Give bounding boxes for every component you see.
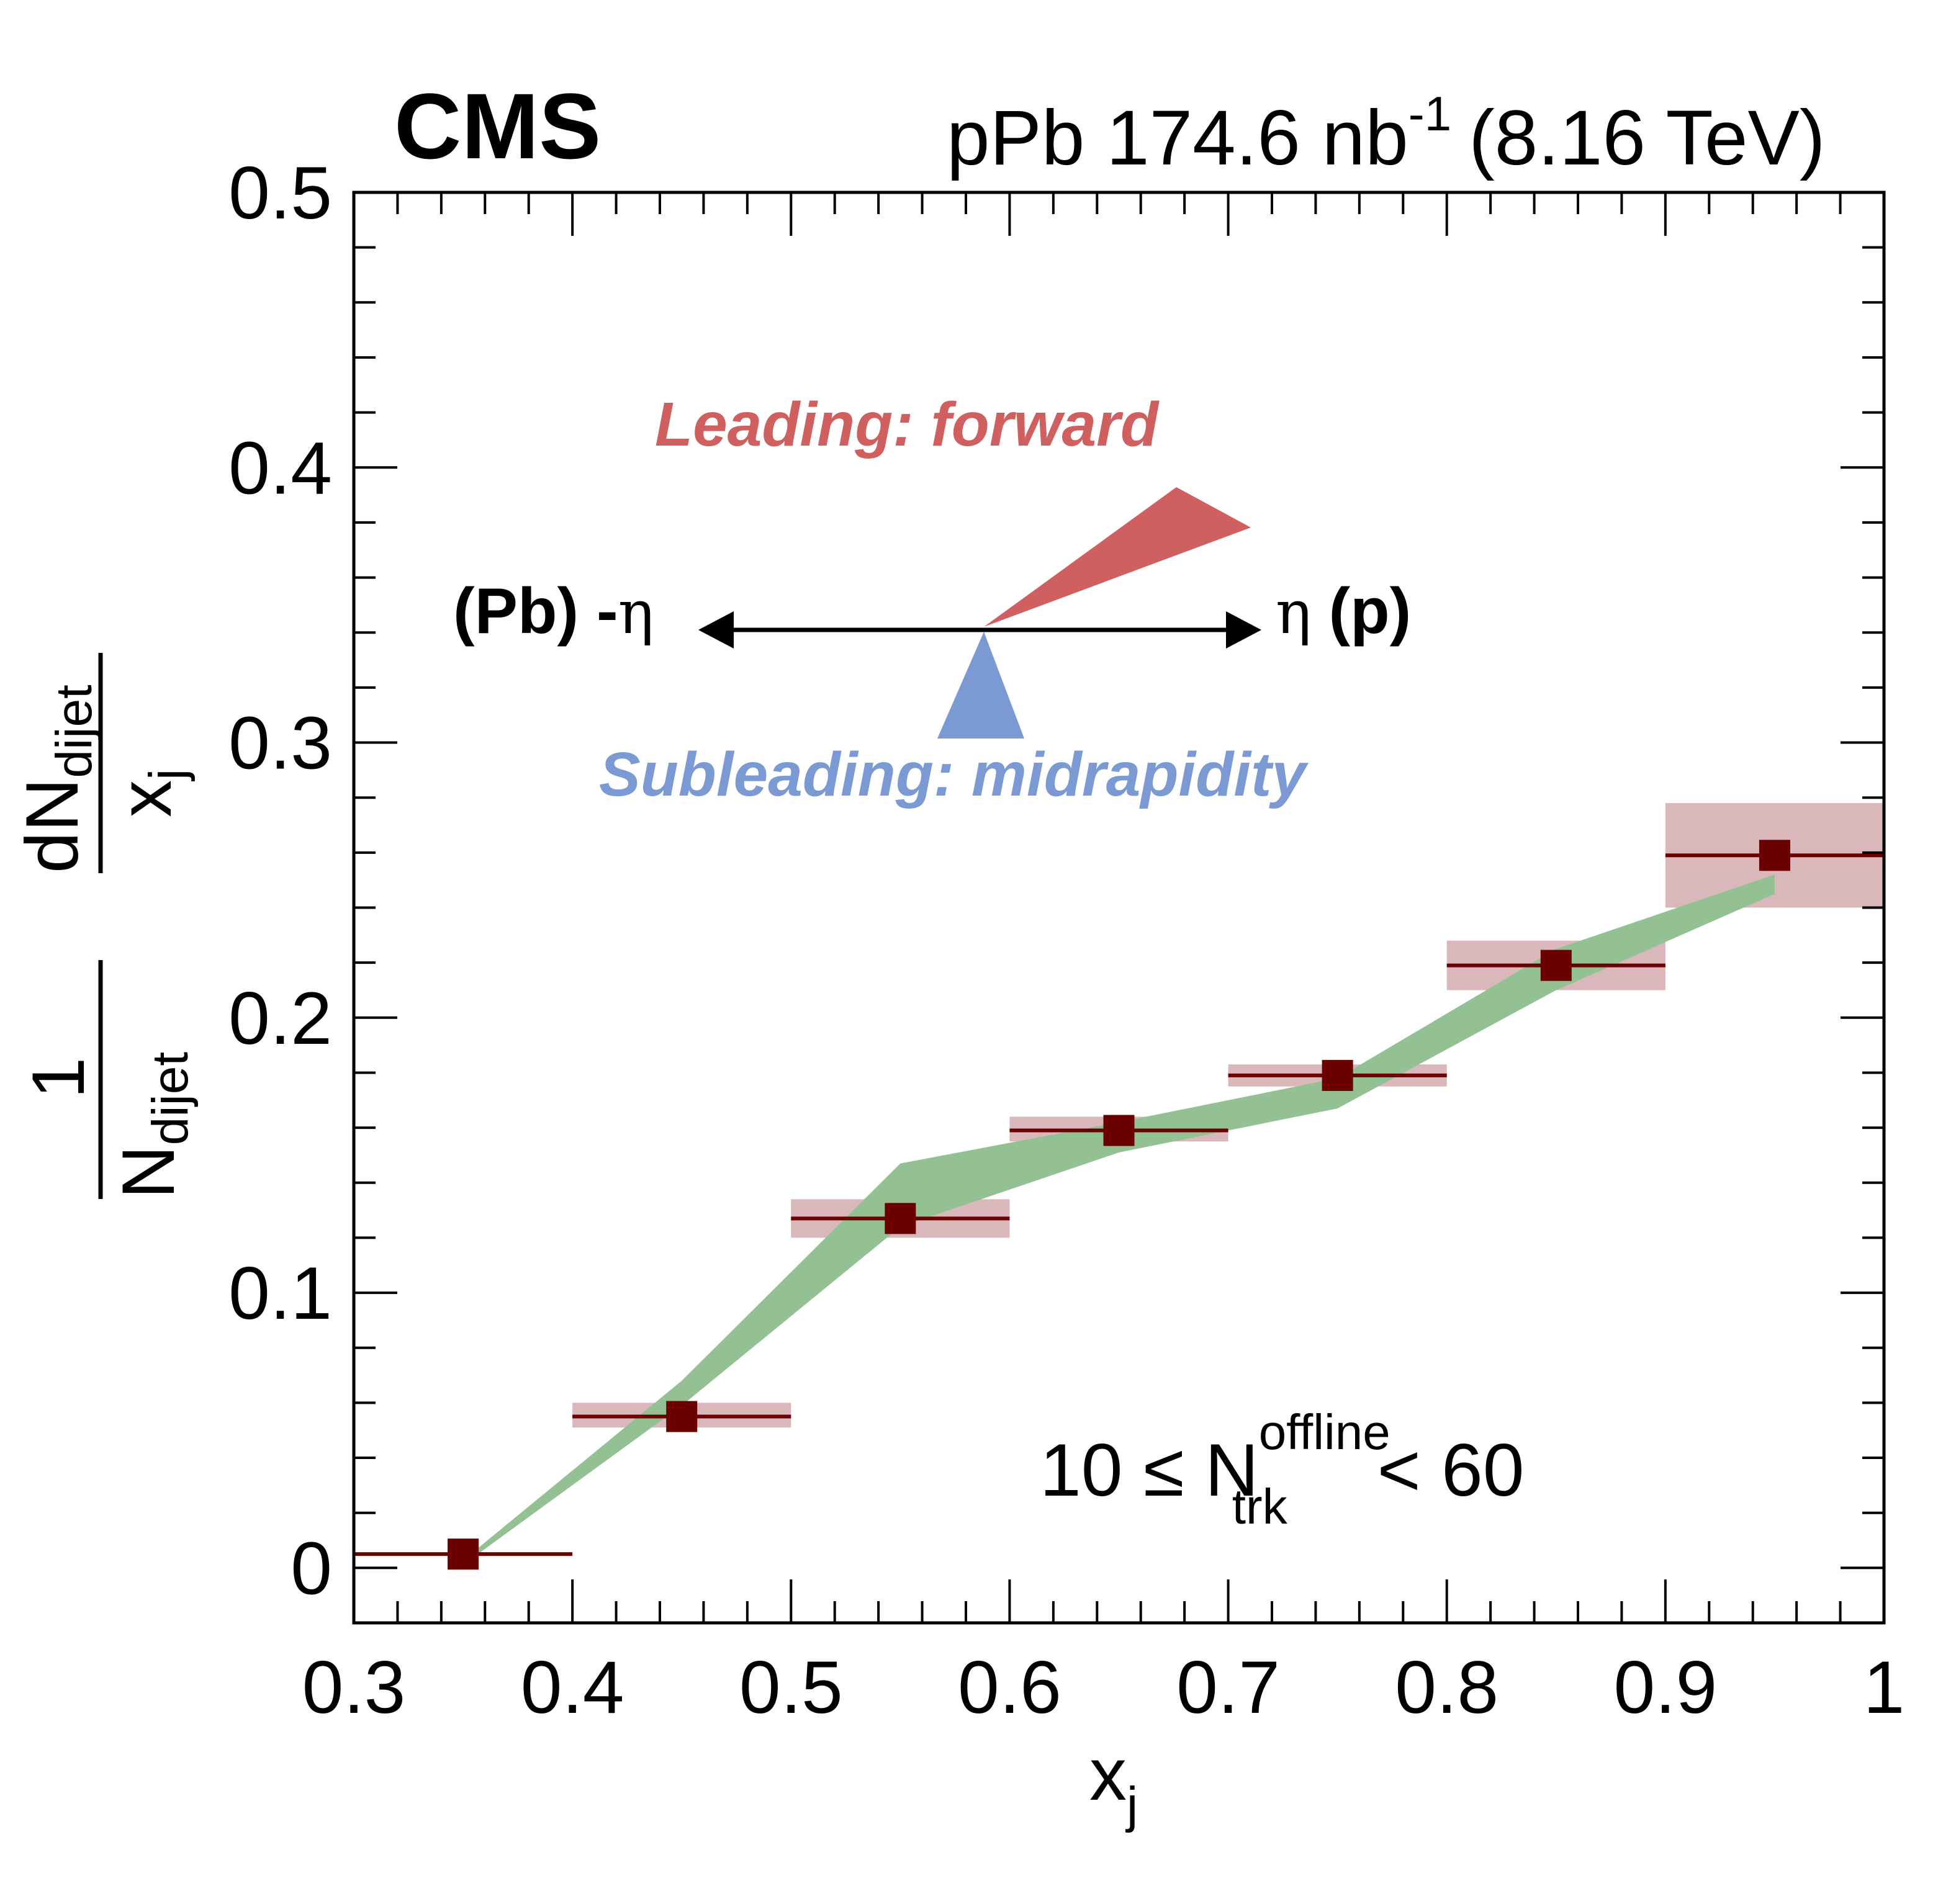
arrow-right-icon bbox=[1226, 611, 1261, 649]
xlabel-sub: j bbox=[1125, 1777, 1138, 1833]
ylabel-one: 1 bbox=[17, 1058, 100, 1099]
lumi-prefix: pPb 174.6 nb bbox=[947, 95, 1408, 181]
ylabel-dn: dN bbox=[11, 778, 94, 873]
ylabel-numerator: dNdijet bbox=[11, 685, 102, 873]
x-tick-label-6: 0.9 bbox=[1613, 1646, 1717, 1729]
ylabel-dn-sub: dijet bbox=[46, 685, 102, 778]
left-label-text: (Pb) - bbox=[453, 575, 618, 647]
data-point-5 bbox=[1540, 950, 1572, 981]
left-eta-symbol: η bbox=[618, 578, 654, 647]
y-tick-label-2: 0.2 bbox=[228, 977, 332, 1060]
x-tick-label-3: 0.6 bbox=[958, 1646, 1061, 1729]
right-label-text: (p) bbox=[1329, 575, 1412, 647]
selection-label: 10 ≤ Noffline trk < 60 bbox=[1040, 1404, 1525, 1534]
x-tick-label-2: 0.5 bbox=[739, 1646, 843, 1729]
ylabel-denominator: Ndijet bbox=[107, 1052, 199, 1199]
lumi-label: pPb 174.6 nb-1 (8.16 TeV) bbox=[947, 86, 1825, 181]
data-point-0 bbox=[448, 1538, 479, 1570]
tick-labels: 0.3 0.4 0.5 0.6 0.7 0.8 0.9 1 0 0.1 0.2 0.3 0.4 0.5 bbox=[228, 151, 1904, 1729]
left-axis-label: (Pb) -η bbox=[453, 575, 654, 647]
ylabel-n: N bbox=[107, 1145, 190, 1199]
data-point-3 bbox=[1103, 1115, 1135, 1146]
selection-prefix: 10 ≤ N bbox=[1040, 1429, 1259, 1512]
y-axis-label: 1 Ndijet dNdijet xj bbox=[11, 653, 199, 1199]
y-tick-label-3: 0.3 bbox=[228, 702, 332, 785]
y-tick-label-5: 0.5 bbox=[228, 151, 332, 235]
selection-suffix: < 60 bbox=[1377, 1429, 1525, 1512]
subleading-jet-cone bbox=[937, 632, 1024, 739]
y-tick-label-0: 0 bbox=[291, 1527, 332, 1610]
leading-label: Leading: forward bbox=[655, 390, 1160, 459]
arrow-left-icon bbox=[698, 611, 734, 649]
leading-jet-cone bbox=[984, 487, 1251, 627]
y-tick-label-1: 0.1 bbox=[228, 1252, 332, 1335]
x-tick-label-5: 0.8 bbox=[1395, 1646, 1499, 1729]
plot-frame bbox=[352, 191, 1886, 1625]
experiment-label: CMS bbox=[394, 74, 601, 178]
right-eta-symbol: η bbox=[1276, 578, 1312, 647]
data-point-6 bbox=[1759, 840, 1790, 871]
energy-label: (8.16 TeV) bbox=[1469, 95, 1825, 181]
rapidity-diagram: Leading: forward (Pb) -η η (p) Subleading… bbox=[453, 390, 1411, 809]
selection-sup: offline bbox=[1259, 1404, 1390, 1460]
x-tick-label-7: 1 bbox=[1864, 1646, 1905, 1729]
ylabel-x-sub: j bbox=[139, 769, 196, 781]
x-tick-label-4: 0.7 bbox=[1176, 1646, 1280, 1729]
ylabel-xj: xj bbox=[104, 769, 196, 817]
data-points bbox=[354, 840, 1884, 1570]
data-point-2 bbox=[885, 1203, 916, 1234]
x-axis-label: xj bbox=[1089, 1733, 1138, 1833]
theory-band-area bbox=[474, 874, 1775, 1557]
x-tick-label-0: 0.3 bbox=[302, 1646, 406, 1729]
xlabel-x: x bbox=[1089, 1733, 1127, 1816]
lumi-exponent: -1 bbox=[1408, 86, 1451, 141]
data-point-4 bbox=[1322, 1059, 1353, 1091]
selection-sub: trk bbox=[1232, 1479, 1288, 1534]
y-tick-label-4: 0.4 bbox=[228, 426, 332, 510]
right-axis-label: η (p) bbox=[1276, 575, 1411, 647]
ylabel-n-sub: dijet bbox=[142, 1052, 199, 1146]
x-tick-label-1: 0.4 bbox=[521, 1646, 624, 1729]
ylabel-x: x bbox=[104, 780, 187, 817]
theory-band bbox=[474, 874, 1775, 1557]
data-point-1 bbox=[666, 1401, 698, 1432]
subleading-label: Subleading: midrapidity bbox=[599, 740, 1309, 809]
